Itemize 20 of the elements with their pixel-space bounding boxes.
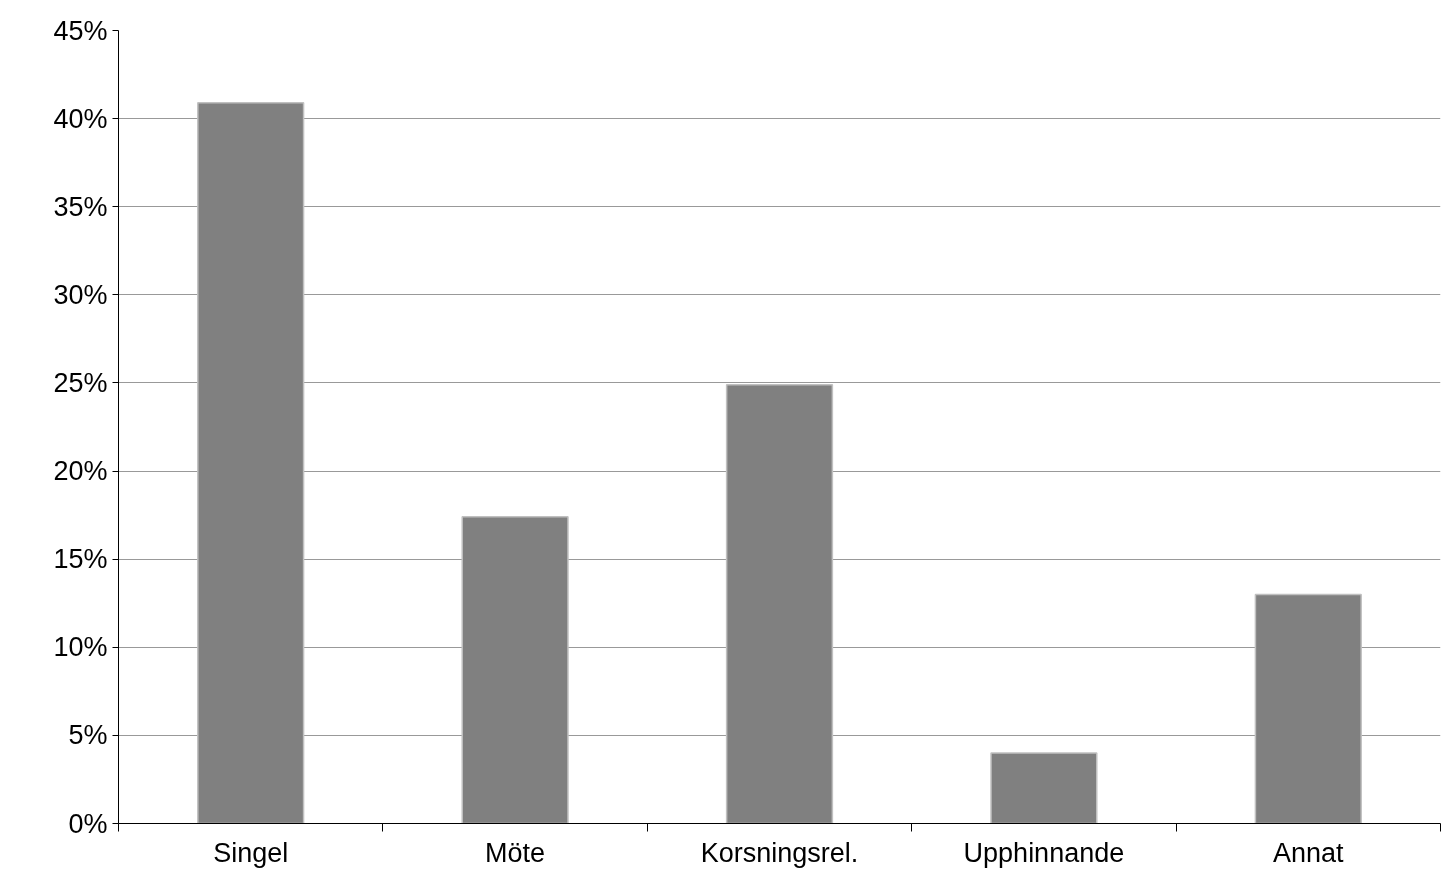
y-tick-label: 0% xyxy=(68,808,108,839)
y-tick-label: 45% xyxy=(53,15,108,46)
bar xyxy=(990,752,1098,824)
x-tick-label: Upphinnande xyxy=(963,837,1125,868)
bar xyxy=(1254,593,1362,824)
bar xyxy=(461,516,569,824)
x-tick-label: Annat xyxy=(1273,837,1345,868)
y-tick-label: 5% xyxy=(68,720,108,751)
y-tick-label: 20% xyxy=(53,456,108,487)
x-tick-label: Singel xyxy=(213,837,289,868)
y-tick-label: 25% xyxy=(53,367,108,398)
x-tick-label: Möte xyxy=(485,837,546,868)
y-tick-label: 15% xyxy=(53,544,108,575)
y-tick-label: 35% xyxy=(53,191,108,222)
y-tick-label: 40% xyxy=(53,103,108,134)
y-tick-label: 30% xyxy=(53,279,108,310)
x-tick-label: Korsningsrel. xyxy=(700,837,859,868)
bar xyxy=(725,383,834,824)
y-tick-label: 10% xyxy=(53,632,108,663)
bar xyxy=(197,102,305,824)
